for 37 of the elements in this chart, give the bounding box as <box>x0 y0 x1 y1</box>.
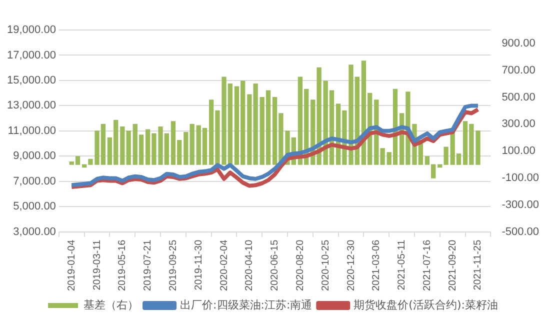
y-tick-label: 3,000.00 <box>13 226 56 238</box>
legend-label: 出厂价:四级菜油:江苏:南通 <box>180 298 312 312</box>
y2-tick-label: -300.00 <box>502 198 540 211</box>
x-tick-label: 2021-07-16 <box>422 239 433 292</box>
y2-tick-label: 100.00 <box>502 145 536 158</box>
y2-tick-label: 500.00 <box>502 91 536 104</box>
y2-tick-label: -500.00 <box>502 226 540 238</box>
y-tick-label: 17,000.00 <box>7 49 56 62</box>
x-tick-label: 2020-06-15 <box>270 239 281 292</box>
y-tick-label: 9,000.00 <box>13 150 56 162</box>
x-tick-label: 2019-05-16 <box>117 239 128 292</box>
y2-tick-label: 300.00 <box>502 118 536 130</box>
y-tick-label: 13,000.00 <box>7 100 56 112</box>
x-tick-label: 2020-04-10 <box>244 239 256 292</box>
x-tick-label: 2019-11-30 <box>193 239 204 290</box>
y2-tick-label: 900.00 <box>502 37 536 50</box>
x-tick-label: 2021-09-20 <box>447 239 458 292</box>
x-tick-label: 2019-03-11 <box>92 239 103 290</box>
x-tick-label: 2019-07-21 <box>142 239 154 292</box>
x-tick-label: 2020-02-04 <box>218 239 230 292</box>
y-tick-label: 5,000.00 <box>13 200 56 213</box>
legend-label: 基差（右） <box>84 298 139 312</box>
y2-tick-label: 700.00 <box>502 64 536 76</box>
y2-tick-label: -100.00 <box>502 172 540 184</box>
x-tick-label: 2021-11-25 <box>472 239 484 290</box>
y-tick-label: 19,000.00 <box>7 24 56 36</box>
x-tick-label: 2020-08-20 <box>294 239 306 292</box>
legend-label: 期货收盘价(活跃合约):菜籽油 <box>354 298 498 312</box>
y-tick-label: 11,000.00 <box>8 124 56 137</box>
x-tick-label: 2019-09-25 <box>168 239 179 292</box>
y-tick-label: 7,000.00 <box>13 175 56 188</box>
x-tick-label: 2020-12-30 <box>346 239 357 292</box>
y-tick-label: 15,000.00 <box>7 74 56 86</box>
x-tick-label: 2021-05-11 <box>396 239 408 290</box>
x-tick-label: 2019-01-04 <box>66 239 78 292</box>
x-tick-label: 2021-03-06 <box>371 239 382 292</box>
x-tick-label: 2020-10-25 <box>320 239 332 292</box>
